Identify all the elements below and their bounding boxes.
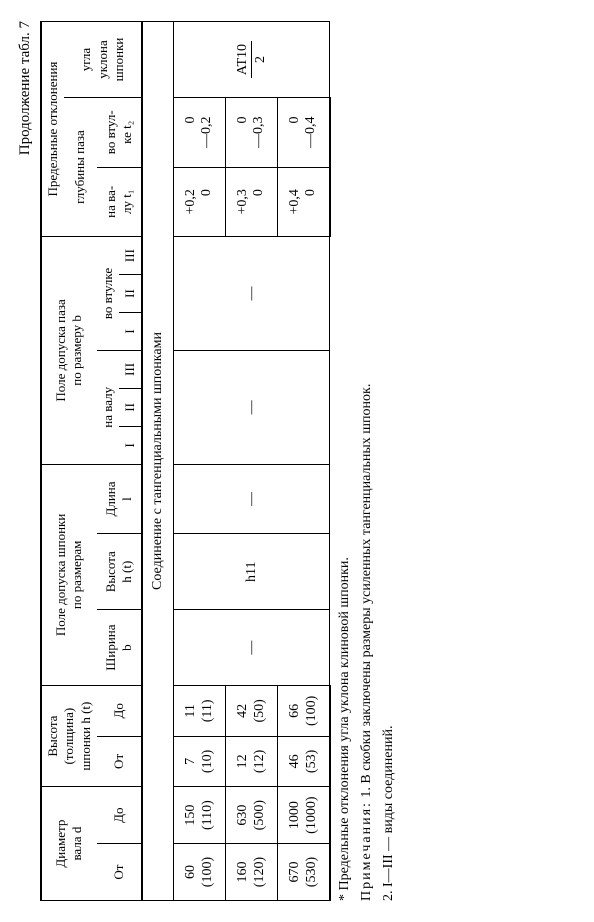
hdr-t1: на ва-лу t₁ — [97, 167, 143, 237]
hdr-h-i: I — [119, 312, 142, 350]
cell-h-from: 12(12) — [225, 736, 277, 787]
cell-d-from: 160(120) — [225, 844, 277, 901]
hdr-b: Ширинаb — [97, 610, 143, 686]
hdr-inhub: во втулке — [97, 237, 119, 351]
hdr-depth: глубины паза — [64, 98, 97, 237]
cell-t1: +0,40 — [277, 167, 330, 237]
hdr-do1: До — [97, 787, 143, 844]
cell-d-to: 630(500) — [225, 787, 277, 844]
cell-h-to: 42(50) — [225, 686, 277, 737]
hdr-height: Высота(толщина)шпонки h (t) — [41, 686, 97, 787]
hdr-t2: во втул-ке t₂ — [97, 98, 143, 168]
cell-hub: — — [173, 237, 330, 351]
hdr-s-i: I — [119, 426, 142, 464]
section-title: Соединение с тангенциальными шпонками — [142, 22, 173, 901]
hdr-do2: До — [97, 686, 143, 737]
cell-t2: 0—0,3 — [225, 98, 277, 168]
hdr-ot1: От — [97, 844, 143, 901]
hdr-angle: углауклонашпонки — [64, 22, 142, 98]
hdr-diameter: Диаметрвала d — [41, 787, 97, 901]
cell-h-from: 7(10) — [173, 736, 225, 787]
notes-1: Примечания: 1. В скобки заключены размер… — [359, 21, 375, 901]
main-table: Диаметрвала d Высота(толщина)шпонки h (t… — [40, 21, 331, 901]
hdr-key-tol: Поле допуска шпонкипо размерам — [41, 464, 97, 685]
hdr-h: Высотаh (t) — [97, 534, 143, 610]
table-caption: Продолжение табл. 7 — [17, 21, 34, 901]
hdr-l: Длинаl — [97, 464, 143, 534]
cell-d-from: 60(100) — [173, 844, 225, 901]
cell-h: h11 — [173, 534, 330, 610]
cell-angle: AT102 — [173, 22, 330, 98]
cell-l: — — [173, 464, 330, 534]
hdr-slot-tol: Поле допуска пазапо размеру b — [41, 237, 97, 465]
hdr-onshaft: на валу — [97, 350, 119, 464]
cell-h-to: 11(11) — [173, 686, 225, 737]
cell-d-to: 150(110) — [173, 787, 225, 844]
cell-d-to: 1000(1000) — [277, 787, 330, 844]
hdr-s-iii: III — [119, 350, 142, 388]
cell-t1: +0,20 — [173, 167, 225, 237]
cell-t1: +0,30 — [225, 167, 277, 237]
hdr-h-iii: III — [119, 237, 142, 275]
notes-2: 2. I—III — виды соединений. — [381, 21, 397, 901]
footnote: * Предельные отклонения угла уклона клин… — [337, 21, 353, 901]
hdr-h-ii: II — [119, 275, 142, 313]
cell-b: — — [173, 610, 330, 686]
cell-shaft: — — [173, 350, 330, 464]
cell-d-from: 670(530) — [277, 844, 330, 901]
cell-h-from: 46(53) — [277, 736, 330, 787]
cell-t2: 0—0,4 — [277, 98, 330, 168]
cell-t2: 0—0,2 — [173, 98, 225, 168]
hdr-ot2: От — [97, 736, 143, 787]
hdr-limit: Предельные отклонения — [41, 22, 64, 237]
cell-h-to: 66(100) — [277, 686, 330, 737]
hdr-s-ii: II — [119, 388, 142, 426]
